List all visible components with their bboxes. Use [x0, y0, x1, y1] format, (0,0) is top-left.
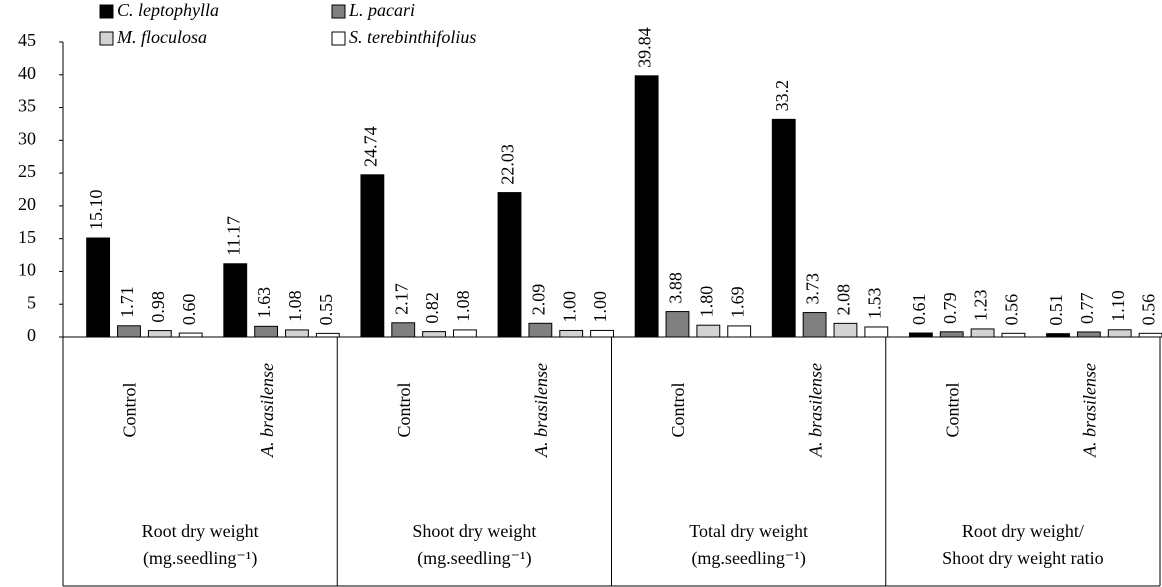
x-tick-label: A. brasilense: [531, 363, 551, 458]
value-label: 0.55: [316, 294, 336, 326]
legend-swatch: [331, 31, 346, 46]
legend-label: C. leptophylla: [117, 0, 219, 20]
bar: [590, 329, 614, 338]
value-label: 1.08: [453, 290, 473, 322]
y-tick-label: 15: [18, 227, 36, 247]
value-label: 1.10: [1108, 290, 1128, 322]
bar: [727, 325, 752, 338]
value-label: 1.53: [864, 287, 884, 319]
value-label: 0.98: [148, 291, 168, 323]
legend-swatch: [331, 4, 346, 19]
bar: [422, 331, 447, 338]
legend-label: M. floculosa: [116, 27, 207, 47]
bar: [86, 237, 111, 338]
value-label: 2.09: [528, 284, 548, 316]
value-label: 0.60: [179, 294, 199, 326]
value-label: 22.03: [498, 144, 518, 185]
bar: [391, 322, 416, 338]
bar: [970, 328, 995, 338]
value-label: 1.08: [285, 290, 305, 322]
value-label: 1.69: [727, 286, 747, 318]
value-label: 15.10: [86, 190, 106, 231]
x-tick-label: Control: [942, 382, 962, 437]
legend-swatch: [99, 4, 114, 19]
bar: [315, 332, 340, 338]
y-tick-label: 40: [18, 63, 36, 83]
bar: [833, 322, 858, 338]
bar: [802, 312, 827, 338]
value-label: 1.71: [117, 286, 137, 318]
legend-swatch: [99, 31, 114, 46]
group-label: Root dry weight/: [962, 521, 1084, 541]
bar: [864, 326, 889, 338]
bar: [285, 329, 309, 338]
value-label: 24.74: [361, 126, 381, 167]
bar: [497, 192, 522, 338]
group-label: Shoot dry weight: [412, 521, 536, 541]
bar: [908, 332, 933, 338]
bar: [117, 325, 141, 338]
bar: [1138, 332, 1162, 338]
bar: [528, 322, 553, 338]
bar: [634, 75, 659, 338]
legend-label: S. terebinthifolius: [349, 27, 476, 47]
value-label: 1.00: [559, 291, 579, 323]
x-tick-label: A. brasilense: [257, 363, 277, 458]
x-tick-label: A. brasilense: [1080, 363, 1100, 458]
bar: [178, 332, 203, 338]
group-label: (mg.seedling⁻¹): [143, 548, 257, 569]
bar: [453, 329, 477, 338]
y-tick-label: 0: [27, 325, 36, 345]
value-label: 11.17: [223, 216, 243, 256]
value-label: 1.80: [696, 286, 716, 318]
bar: [360, 174, 385, 338]
bar: [665, 311, 690, 338]
value-label: 0.56: [1139, 294, 1159, 326]
y-tick-label: 30: [18, 128, 36, 148]
legend-label: L. pacari: [348, 0, 415, 20]
x-tick-label: A. brasilense: [805, 363, 825, 458]
bar: [1046, 333, 1070, 338]
x-tick-label: Control: [668, 382, 688, 437]
value-label: 1.00: [590, 291, 610, 323]
bar: [559, 329, 584, 338]
value-label: 0.51: [1046, 294, 1066, 326]
value-label: 3.88: [666, 272, 686, 304]
value-label: 0.79: [940, 292, 960, 324]
value-label: 1.63: [254, 287, 274, 319]
value-label: 2.17: [391, 283, 411, 315]
bar: [939, 331, 964, 338]
bar: [696, 324, 721, 338]
bar: [771, 118, 796, 338]
value-label: 3.73: [803, 273, 823, 305]
bar: [147, 330, 172, 338]
group-label: Shoot dry weight ratio: [942, 548, 1103, 568]
bar: [1001, 332, 1026, 338]
y-tick-label: 10: [18, 260, 36, 280]
y-tick-label: 5: [27, 292, 36, 312]
value-label: 0.56: [1002, 294, 1022, 325]
value-label: 0.77: [1077, 292, 1097, 324]
bar: [1107, 329, 1132, 338]
bar: [1076, 331, 1101, 338]
bar: [223, 263, 248, 338]
x-tick-label: Control: [120, 382, 140, 437]
group-label: Root dry weight: [142, 521, 259, 541]
bar: [254, 325, 279, 338]
y-tick-label: 25: [18, 161, 36, 181]
value-label: 33.2: [772, 80, 792, 112]
group-label: (mg.seedling⁻¹): [691, 548, 805, 569]
y-tick-label: 20: [18, 194, 36, 214]
value-label: 0.82: [422, 292, 442, 324]
y-tick-label: 35: [18, 96, 36, 116]
value-label: 0.61: [909, 294, 929, 326]
y-tick-label: 45: [18, 30, 36, 50]
group-label: Total dry weight: [689, 521, 808, 541]
value-label: 1.23: [971, 289, 991, 321]
value-label: 2.08: [834, 284, 854, 316]
group-label: (mg.seedling⁻¹): [417, 548, 531, 569]
x-tick-label: Control: [394, 382, 414, 437]
value-label: 39.84: [635, 27, 655, 68]
